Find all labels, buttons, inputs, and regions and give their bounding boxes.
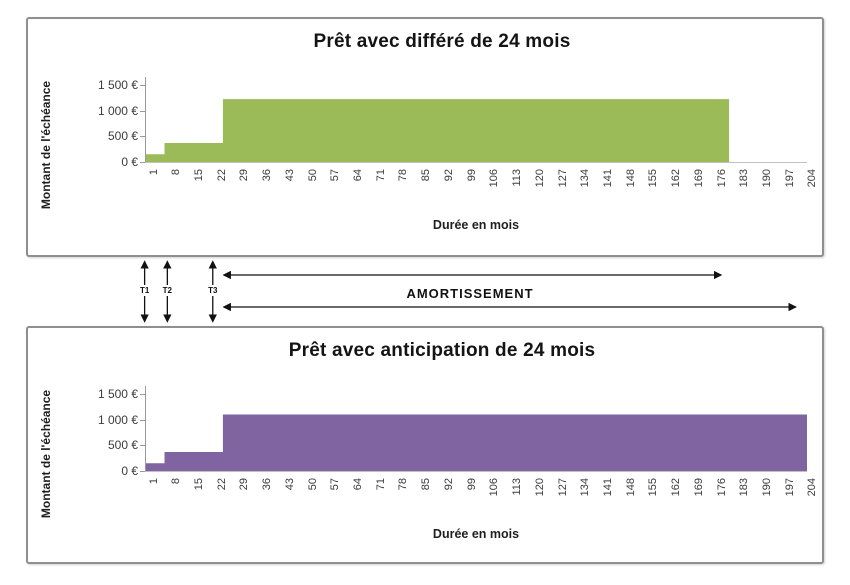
- x-tick-label: 85: [420, 169, 433, 182]
- x-tick-label: 29: [238, 478, 251, 491]
- x-tick-label: 106: [488, 169, 501, 188]
- x-tick-label: 127: [556, 169, 569, 188]
- y-tick-label: 1 000 €: [97, 412, 138, 427]
- y-tick-label: 1 000 €: [97, 103, 138, 118]
- amortissement-label: AMORTISSEMENT: [406, 286, 534, 301]
- y-tick-label: 0 €: [121, 464, 138, 478]
- x-tick-label: 64: [352, 478, 365, 491]
- x-axis-line: [145, 471, 807, 472]
- y-tick-mark: [140, 394, 145, 395]
- x-tick-label: 43: [283, 478, 296, 491]
- x-tick-label: 85: [420, 478, 433, 491]
- x-tick-label: 134: [579, 478, 592, 497]
- x-tick-label: 50: [306, 169, 319, 182]
- x-tick-label: 169: [692, 478, 705, 497]
- x-tick-label: 169: [692, 169, 705, 188]
- x-tick-label: 162: [670, 478, 683, 497]
- annotation-band: T1 T2 T3 AMORTISSEMENT: [0, 257, 850, 326]
- x-axis-line: [145, 162, 807, 163]
- chart-title-anticipation: Prêt avec anticipation de 24 mois: [288, 340, 596, 361]
- x-tick-label: 120: [533, 478, 546, 497]
- x-tick-label: 50: [306, 478, 319, 491]
- y-tick-mark: [140, 162, 145, 163]
- x-tick-label: 57: [329, 478, 342, 491]
- x-tick-label: 197: [783, 478, 796, 497]
- y-tick-mark: [140, 471, 145, 472]
- x-tick-label: 8: [170, 478, 183, 485]
- x-tick-label: 57: [329, 169, 342, 182]
- x-tick-label: 155: [647, 169, 660, 188]
- y-tick-label: 0 €: [121, 155, 138, 169]
- x-tick-label: 78: [397, 169, 410, 182]
- x-tick-label: 190: [760, 169, 773, 188]
- x-tick-label: 22: [215, 478, 228, 491]
- chart-panel-anticipation: Prêt avec anticipation de 24 mois Montan…: [26, 326, 824, 564]
- y-axis-line: [145, 386, 146, 471]
- area-series: [145, 414, 807, 471]
- x-tick-label: 78: [397, 478, 410, 491]
- plot-area-anticipation: 1 500 € 1 000 € 500 € 0 € 1 8 15 22 29 36 43 50 57 64…: [28, 328, 822, 562]
- x-tick-label: 106: [488, 478, 501, 497]
- x-tick-label: 8: [170, 169, 183, 176]
- x-tick-label: 43: [283, 169, 296, 182]
- y-tick-label: 1 500 €: [97, 387, 138, 401]
- x-tick-label: 99: [465, 169, 478, 182]
- x-tick-label: 36: [261, 169, 274, 182]
- y-tick-mark: [140, 445, 145, 447]
- x-tick-label: 15: [193, 478, 206, 491]
- x-tick-label: 113: [511, 478, 524, 496]
- x-axis-title: Durée en mois: [432, 218, 520, 232]
- x-tick-label: 148: [624, 169, 637, 188]
- x-tick-label: 113: [511, 169, 524, 187]
- y-tick-mark: [140, 136, 145, 138]
- t-marker-label-t1: T1: [137, 285, 152, 296]
- area-series: [145, 99, 807, 162]
- y-axis-line: [145, 77, 146, 162]
- x-tick-label: 183: [738, 169, 751, 188]
- x-tick-label: 148: [624, 478, 637, 497]
- x-tick-label: 92: [442, 169, 455, 182]
- x-tick-label: 176: [715, 478, 728, 497]
- y-tick-mark: [140, 419, 145, 421]
- x-tick-label: 155: [647, 478, 660, 497]
- chart-title-differe: Prêt avec différé de 24 mois: [313, 31, 571, 52]
- x-tick-label: 162: [670, 169, 683, 188]
- x-tick-label: 120: [533, 169, 546, 188]
- x-tick-label: 190: [760, 478, 773, 497]
- x-tick-label: 36: [261, 478, 274, 491]
- y-tick-label: 1 500 €: [97, 78, 138, 92]
- x-tick-label: 141: [601, 169, 614, 188]
- x-tick-label: 1: [147, 478, 160, 485]
- y-tick-mark: [140, 85, 145, 86]
- y-tick-label: 500 €: [107, 129, 138, 144]
- x-tick-label: 92: [442, 478, 455, 491]
- x-tick-label: 22: [215, 169, 228, 182]
- x-tick-label: 64: [352, 169, 365, 182]
- x-tick-label: 71: [374, 478, 387, 491]
- x-tick-label: 127: [556, 478, 569, 497]
- x-tick-label: 176: [715, 169, 728, 188]
- x-tick-label: 134: [579, 169, 592, 188]
- plot-area-differe: 1 500 € 1 000 € 500 € 0 € 1 8 15 22 29 36 43 50 57 64…: [28, 19, 822, 255]
- chart-panel-differe: Prêt avec différé de 24 mois Montant de …: [26, 17, 824, 257]
- x-tick-label: 1: [147, 169, 160, 176]
- y-tick-mark: [140, 110, 145, 112]
- x-tick-label: 99: [465, 478, 478, 491]
- x-tick-label: 197: [783, 169, 796, 188]
- x-tick-label: 204: [806, 478, 819, 497]
- x-tick-label: 29: [238, 169, 251, 182]
- x-tick-label: 15: [193, 169, 206, 182]
- x-tick-label: 183: [738, 478, 751, 497]
- t-marker-label-t3: T3: [206, 285, 220, 296]
- x-tick-label: 71: [374, 169, 387, 182]
- x-axis-title: Durée en mois: [432, 527, 520, 541]
- y-tick-label: 500 €: [107, 438, 138, 453]
- t-marker-label-t2: T2: [160, 285, 174, 296]
- x-tick-label: 204: [806, 169, 819, 188]
- x-tick-label: 141: [601, 478, 614, 497]
